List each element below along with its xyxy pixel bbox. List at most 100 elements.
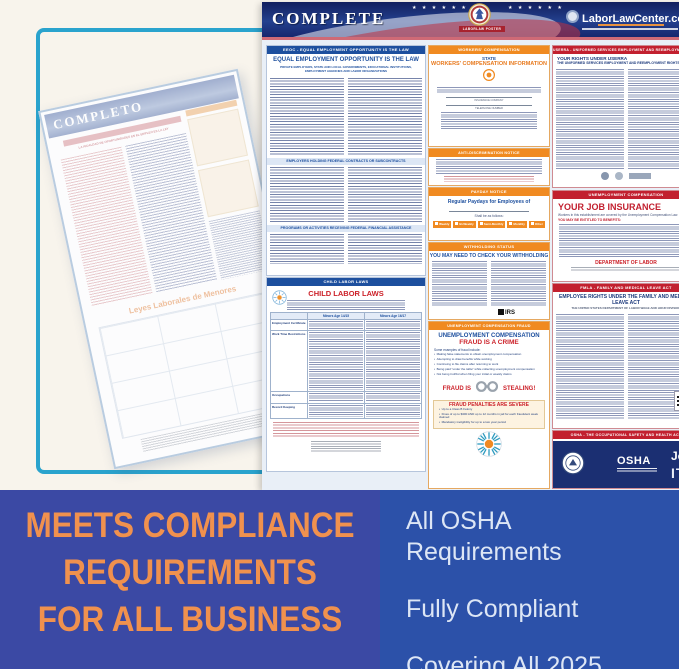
osha-logo: OSHA (617, 455, 651, 467)
brand-tagline-bar (598, 24, 664, 26)
wc-title: WORKERS' COMPENSATION INFORMATION (431, 61, 547, 67)
dol-mini-seal-icon (601, 172, 609, 180)
headline-line: MEETS COMPLIANCE (25, 506, 355, 545)
table-row: Work Time Restrictions (270, 330, 422, 392)
fraud-bullet: Attempting to draw benefits while workin… (434, 357, 544, 362)
fraud-panel: UNEMPLOYMENT COMPENSATION FRAUD UNEMPLOY… (428, 321, 550, 489)
eeoc-panel: EEOC - EQUAL EMPLOYMENT OPPORTUNITY IS T… (266, 45, 426, 276)
payday-option: Semi-Monthly (477, 221, 506, 228)
uc-subtitle: Workers in this establishment are covere… (558, 213, 679, 217)
english-poster: COMPLETE ★ ★ ★ ★ ★ ★ ★ ★ ★ ★ ★ ★ LABORLA… (262, 2, 679, 490)
child-labor-table: Minors Age 14/15 Minors Age 16/17 Employ… (270, 312, 422, 419)
payday-band: PAYDAY NOTICE (429, 188, 549, 196)
text-block (273, 422, 419, 438)
vets-mini-seal-icon (615, 172, 623, 180)
sun-logo-icon (272, 290, 287, 310)
banner-headline: MEETS COMPLIANCE REQUIREMENTS FOR ALL BU… (19, 502, 361, 643)
esgr-logo (629, 173, 651, 179)
payday-panel: PAYDAY NOTICE Regular Paydays for Employ… (428, 187, 550, 241)
osha-navy-banner: OSHA Job Safety and Health IT'S THE LAW (553, 441, 679, 488)
brand-name: LaborLawCenter.com (582, 13, 679, 25)
text-block (436, 159, 542, 175)
handcuffs-icon (474, 380, 500, 398)
uc-benefits-heading: YOU MAY BE ENTITLED TO BENEFITS: (558, 218, 622, 222)
poster-title: COMPLETE (272, 9, 386, 28)
eeoc-band: EEOC - EQUAL EMPLOYMENT OPPORTUNITY IS T… (267, 46, 425, 54)
dol-heading: DEPARTMENT OF LABOR (595, 260, 657, 266)
fraud-is-stealing-row: FRAUD IS STEALING! (429, 380, 549, 398)
laborlaw-poster-badge: LABORLAW POSTER (459, 26, 505, 32)
table-cell (307, 319, 365, 331)
table-cell (307, 330, 365, 392)
table-row: Record Keeping (270, 403, 422, 419)
penalty-bullet: Fines of up to $300 AND up to 12 months … (439, 412, 539, 420)
banner-right: All OSHA Requirements Fully Compliant Co… (380, 490, 679, 669)
uc-title: YOUR JOB INSURANCE (558, 202, 662, 212)
child-labor-band: CHILD LABOR LAWS (267, 278, 425, 286)
child-labor-title: CHILD LABOR LAWS (308, 289, 384, 298)
eagle-seal-icon (468, 3, 491, 31)
table-cell (307, 403, 365, 419)
headline-line: REQUIREMENTS (63, 553, 317, 592)
payday-option: Weekly (433, 221, 452, 228)
userra-title: YOUR RIGHTS UNDER USERRA (557, 56, 628, 61)
table-header-a: Minors Age 14/15 (307, 312, 365, 320)
starburst-logo-icon (429, 431, 549, 462)
penalty-bullet: Up to a Class B Felony (439, 407, 539, 412)
text-block (628, 69, 679, 169)
payday-title: Regular Paydays for Employees of (447, 199, 531, 205)
userra-panel: USERRA - UNIFORMED SERVICES EMPLOYMENT A… (552, 45, 679, 188)
company-name-field (449, 211, 529, 212)
fraud-band: UNEMPLOYMENT COMPENSATION FRAUD (429, 322, 549, 330)
row-label: Employment Certificate (270, 319, 308, 331)
table-corner-cell (270, 312, 308, 320)
insurance-company-field (446, 97, 532, 98)
banner-point: Fully Compliant (406, 595, 579, 623)
table-header-b: Minors Age 16/17 (364, 312, 422, 320)
wc-target-icon (429, 68, 549, 86)
spanish-tan-panel (187, 108, 248, 167)
table-row: Employment Certificate (270, 319, 422, 331)
anti-discrimination-band: ANTI-DISCRIMINATION NOTICE (429, 149, 549, 157)
row-label: Occupations (270, 391, 308, 404)
penalties-bullet-list: Up to a Class B Felony Fines of up to $3… (434, 407, 544, 425)
osha-line-2: IT'S THE LAW (671, 465, 679, 481)
anti-discrimination-panel: ANTI-DISCRIMINATION NOTICE (428, 148, 550, 186)
address-block (311, 441, 381, 453)
text-block (348, 234, 422, 264)
poster-header: COMPLETE ★ ★ ★ ★ ★ ★ ★ ★ ★ ★ ★ ★ LABORLA… (262, 2, 679, 37)
payday-option: Bi-Weekly (453, 221, 476, 228)
banner-points: All OSHA Requirements Fully Compliant Co… (380, 490, 679, 669)
text-block (270, 78, 344, 156)
irs-logo: IRS (497, 309, 515, 316)
qr-code (674, 391, 679, 411)
fraud-bullet: Continuing to file claims after returnin… (434, 362, 544, 367)
fmla-title: EMPLOYEE RIGHTS UNDER THE FAMILY AND MED… (559, 294, 679, 306)
fmla-panel: FMLA - FAMILY AND MEDICAL LEAVE ACT EMPL… (552, 283, 679, 429)
text-block (628, 314, 679, 420)
stars-left: ★ ★ ★ ★ ★ ★ (412, 5, 468, 11)
table-cell (364, 330, 422, 392)
workers-comp-band: WORKERS' COMPENSATION (429, 46, 549, 54)
telephone-label: TELEPHONE NUMBER (475, 107, 503, 110)
osha-line-1: Job Safety and Health (671, 449, 679, 463)
spanish-tan-panel (197, 159, 259, 218)
text-block (348, 78, 422, 156)
brand-logo: LaborLawCenter.com (566, 10, 679, 25)
payday-option: Other (528, 221, 545, 228)
insurance-company-label: INSURANCE COMPANY (474, 99, 504, 102)
stealing-text: STEALING! (503, 385, 536, 392)
contracts-text-columns (267, 165, 425, 225)
withholding-band: WITHHOLDING STATUS (429, 243, 549, 251)
text-block (441, 112, 537, 130)
text-block (491, 261, 546, 307)
eeoc-text-columns (267, 76, 425, 158)
fraud-title-2: FRAUD IS A CRIME (459, 339, 519, 346)
bottom-banner: MEETS COMPLIANCE REQUIREMENTS FOR ALL BU… (0, 490, 679, 669)
job-insurance-panel: UNEMPLOYMENT COMPENSATION YOUR JOB INSUR… (552, 190, 679, 282)
fraud-bullet: Making false statements to obtain unempl… (434, 352, 544, 357)
text-block (556, 314, 624, 420)
child-labor-panel: CHILD LABOR LAWS CHILD LABOR LAWS (266, 277, 426, 472)
fraud-is-text: FRAUD IS (442, 385, 471, 392)
